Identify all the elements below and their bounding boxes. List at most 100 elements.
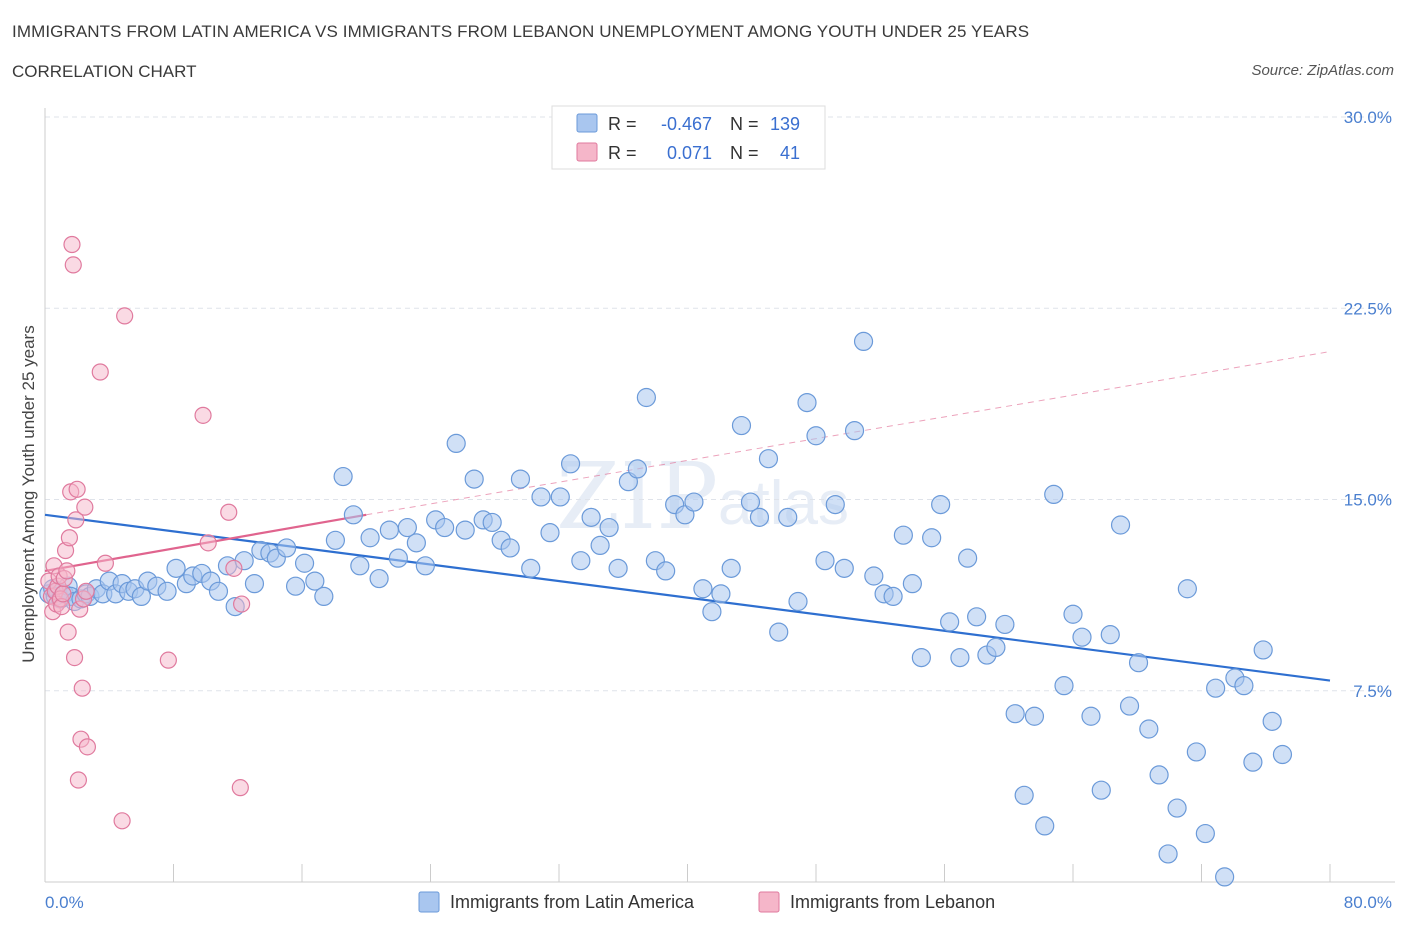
bottom-legend-latin-america: Immigrants from Latin America xyxy=(450,892,695,912)
point-latin-america-120 xyxy=(1072,627,1092,647)
bottom-legend-lebanon: Immigrants from Lebanon xyxy=(790,892,995,912)
point-lebanon-22 xyxy=(69,771,88,789)
point-lebanon-35 xyxy=(194,406,212,424)
point-lebanon-36 xyxy=(199,534,217,552)
legend-r-label-2: R = xyxy=(608,143,637,163)
point-latin-america-71 xyxy=(608,558,628,578)
y-tick-label-2: 22.5% xyxy=(1344,299,1392,318)
point-latin-america-53 xyxy=(435,517,455,538)
point-latin-america-93 xyxy=(815,551,835,571)
point-latin-america-128 xyxy=(1149,765,1169,785)
point-lebanon-19 xyxy=(65,648,84,667)
x-tick-label-1: 80.0% xyxy=(1344,893,1392,912)
point-latin-america-60 xyxy=(500,538,520,558)
point-latin-america-104 xyxy=(922,528,942,548)
point-latin-america-111 xyxy=(986,637,1006,658)
point-lebanon-18 xyxy=(64,256,82,274)
legend-n-label-2: N = xyxy=(730,143,759,163)
point-latin-america-124 xyxy=(1110,515,1131,535)
gridlines xyxy=(45,116,1395,692)
point-latin-america-67 xyxy=(571,551,591,571)
point-latin-america-82 xyxy=(711,584,731,604)
point-latin-america-107 xyxy=(950,647,970,668)
point-latin-america-126 xyxy=(1128,653,1149,673)
point-latin-america-122 xyxy=(1091,780,1111,800)
point-latin-america-43 xyxy=(343,505,363,525)
point-lebanon-10 xyxy=(54,585,72,603)
point-latin-america-140 xyxy=(1262,711,1282,731)
point-latin-america-85 xyxy=(740,492,761,512)
point-latin-america-79 xyxy=(684,492,704,512)
point-latin-america-102 xyxy=(902,574,922,594)
x-tick-label-0: 0.0% xyxy=(45,893,84,912)
legend-swatch-lebanon xyxy=(576,142,598,162)
point-latin-america-66 xyxy=(560,454,581,474)
point-latin-america-86 xyxy=(749,507,770,527)
point-lebanon-31 xyxy=(96,554,114,572)
point-latin-america-81 xyxy=(702,602,722,622)
point-latin-america-44 xyxy=(350,556,370,576)
point-latin-america-56 xyxy=(464,469,484,489)
point-latin-america-63 xyxy=(531,487,551,507)
point-latin-america-73 xyxy=(627,459,647,479)
point-latin-america-62 xyxy=(521,558,541,578)
point-latin-america-42 xyxy=(333,466,353,487)
bottom-legend-swatch-latin-america xyxy=(418,891,440,913)
point-latin-america-103 xyxy=(911,647,931,668)
point-latin-america-123 xyxy=(1100,625,1120,645)
point-latin-america-37 xyxy=(285,576,306,596)
point-latin-america-95 xyxy=(834,558,854,578)
point-latin-america-96 xyxy=(844,421,865,441)
point-lebanon-29 xyxy=(78,738,97,756)
point-latin-america-134 xyxy=(1206,678,1226,698)
point-latin-america-22 xyxy=(157,581,177,601)
point-latin-america-91 xyxy=(797,393,817,413)
point-lebanon-20 xyxy=(67,511,85,529)
source-credit: Source: ZipAtlas.com xyxy=(1251,62,1394,79)
point-latin-america-83 xyxy=(721,558,741,578)
point-latin-america-64 xyxy=(540,523,560,543)
data-points xyxy=(39,235,1293,887)
point-latin-america-50 xyxy=(406,533,426,553)
axes xyxy=(44,108,1395,883)
point-latin-america-98 xyxy=(864,566,884,586)
point-latin-america-108 xyxy=(958,548,978,568)
series-legend: Immigrants from Latin America Immigrants… xyxy=(418,891,995,913)
point-latin-america-117 xyxy=(1044,484,1064,504)
point-latin-america-76 xyxy=(656,561,676,581)
chart-title: IMMIGRANTS FROM LATIN AMERICA VS IMMIGRA… xyxy=(12,22,1030,41)
point-latin-america-94 xyxy=(825,495,845,515)
point-latin-america-112 xyxy=(995,614,1015,635)
point-latin-america-32 xyxy=(244,574,265,594)
legend-r-value-2: 0.071 xyxy=(667,143,712,163)
legend-n-value-1: 139 xyxy=(770,114,800,134)
point-latin-america-133 xyxy=(1195,823,1215,844)
point-latin-america-90 xyxy=(788,591,808,612)
point-latin-america-28 xyxy=(208,581,229,601)
point-latin-america-41 xyxy=(325,530,346,550)
y-tick-labels: 7.5% 15.0% 22.5% 30.0% xyxy=(1344,108,1392,701)
point-latin-america-36 xyxy=(276,538,297,558)
point-latin-america-100 xyxy=(883,586,903,607)
legend-n-label-1: N = xyxy=(730,114,759,134)
point-latin-america-46 xyxy=(369,568,389,589)
point-latin-america-70 xyxy=(599,517,619,538)
point-latin-america-54 xyxy=(446,433,466,453)
y-tick-label-3: 30.0% xyxy=(1344,108,1392,127)
chart-subtitle: CORRELATION CHART xyxy=(12,62,197,81)
point-latin-america-87 xyxy=(758,449,779,469)
point-lebanon-33 xyxy=(116,307,134,325)
point-latin-america-38 xyxy=(294,553,315,573)
point-lebanon-37 xyxy=(231,779,249,797)
point-latin-america-58 xyxy=(482,512,502,533)
point-lebanon-25 xyxy=(73,679,91,697)
point-latin-america-84 xyxy=(731,415,752,436)
x-tick-labels: 0.0% 80.0% xyxy=(45,893,1392,912)
y-tick-label-1: 15.0% xyxy=(1344,491,1392,510)
point-latin-america-47 xyxy=(379,520,399,540)
point-latin-america-106 xyxy=(940,612,960,632)
point-latin-america-118 xyxy=(1054,676,1074,696)
point-latin-america-45 xyxy=(360,528,380,548)
point-latin-america-49 xyxy=(397,517,417,538)
